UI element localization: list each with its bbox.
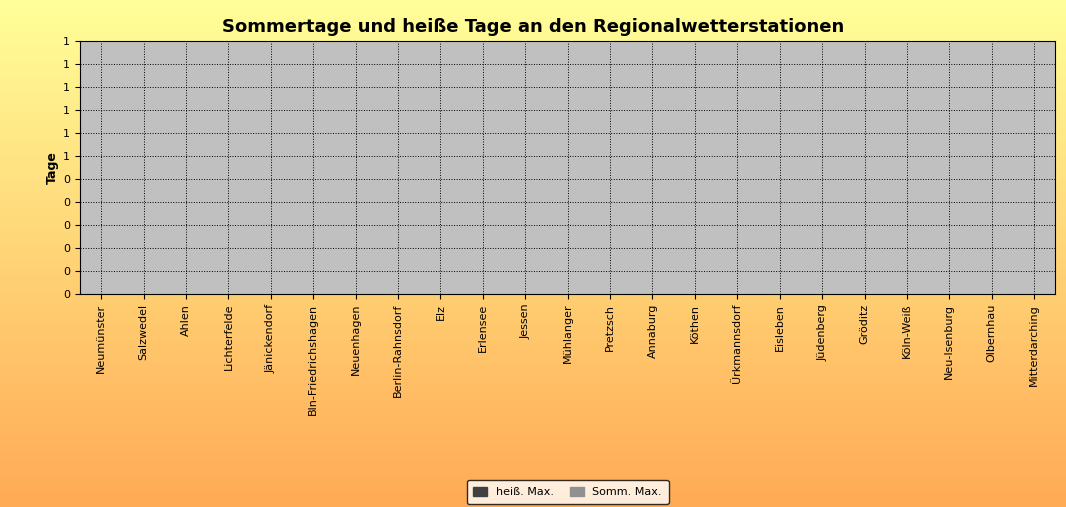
Legend: heiß. Max., Somm. Max.: heiß. Max., Somm. Max. [467, 480, 668, 504]
Text: Sommertage und heiße Tage an den Regionalwetterstationen: Sommertage und heiße Tage an den Regiona… [222, 18, 844, 36]
Y-axis label: Tage: Tage [46, 151, 59, 184]
